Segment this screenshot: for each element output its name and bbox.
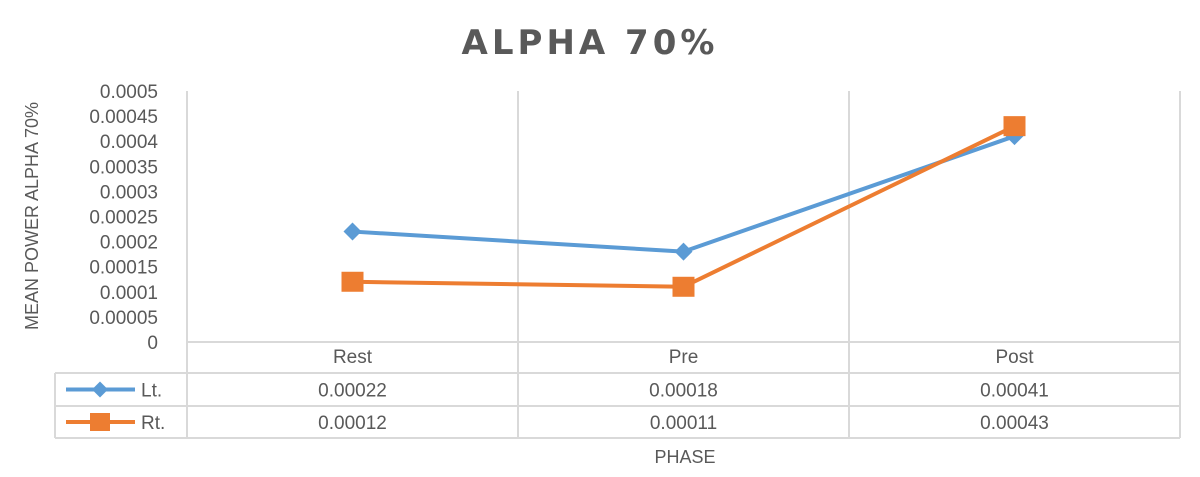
- x-axis-label: PHASE: [654, 447, 715, 467]
- data-point: [341, 271, 364, 292]
- y-tick-label: 0.0001: [100, 283, 158, 304]
- x-tick-label: Rest: [333, 347, 373, 368]
- data-table-value: 0.00018: [649, 381, 718, 402]
- series: [341, 116, 1026, 297]
- data-point: [1003, 116, 1026, 137]
- x-tick-label: Post: [995, 347, 1034, 368]
- y-tick-label: 0.0005: [100, 82, 158, 103]
- y-tick-label: 0.0003: [100, 182, 158, 203]
- y-tick-label: 0: [147, 333, 158, 354]
- y-tick-label: 0.00035: [89, 157, 158, 178]
- data-table-value: 0.00022: [318, 381, 387, 402]
- data-table-value: 0.00041: [980, 381, 1049, 402]
- y-tick-label: 0.00015: [89, 258, 158, 279]
- y-axis-ticks: 0 0.00005 0.0001 0.00015 0.0002 0.00025 0.0003…: [89, 82, 158, 354]
- x-tick-label: Pre: [669, 347, 699, 368]
- data-point: [1005, 127, 1024, 146]
- y-tick-label: 0.0002: [100, 233, 158, 254]
- data-table-value: 0.00012: [318, 413, 387, 434]
- data-table-value: 0.00011: [650, 413, 717, 434]
- data-point: [674, 242, 693, 261]
- series-line: [352, 124, 1016, 289]
- data-point: [672, 276, 695, 297]
- data-point: [343, 222, 362, 241]
- legend-marker: [90, 413, 110, 431]
- legend-label: Lt.: [141, 381, 162, 402]
- data-table-value: 0.00043: [980, 413, 1049, 434]
- y-tick-label: 0.00005: [89, 308, 158, 329]
- legend-label: Rt.: [141, 413, 165, 434]
- grid: [54, 91, 1181, 439]
- y-tick-label: 0.00025: [89, 208, 158, 229]
- data-table: Rest Pre Post Lt. 0.00022 0.00018 0.00041 Rt. 0.…: [66, 347, 1049, 434]
- legend-marker: [92, 381, 108, 398]
- y-axis-label: MEAN POWER ALPHA 70%: [22, 102, 42, 330]
- chart-title: ALPHA 70%: [462, 23, 719, 63]
- y-tick-label: 0.0004: [100, 132, 159, 153]
- y-tick-label: 0.00045: [89, 107, 158, 128]
- series-line: [352, 134, 1016, 254]
